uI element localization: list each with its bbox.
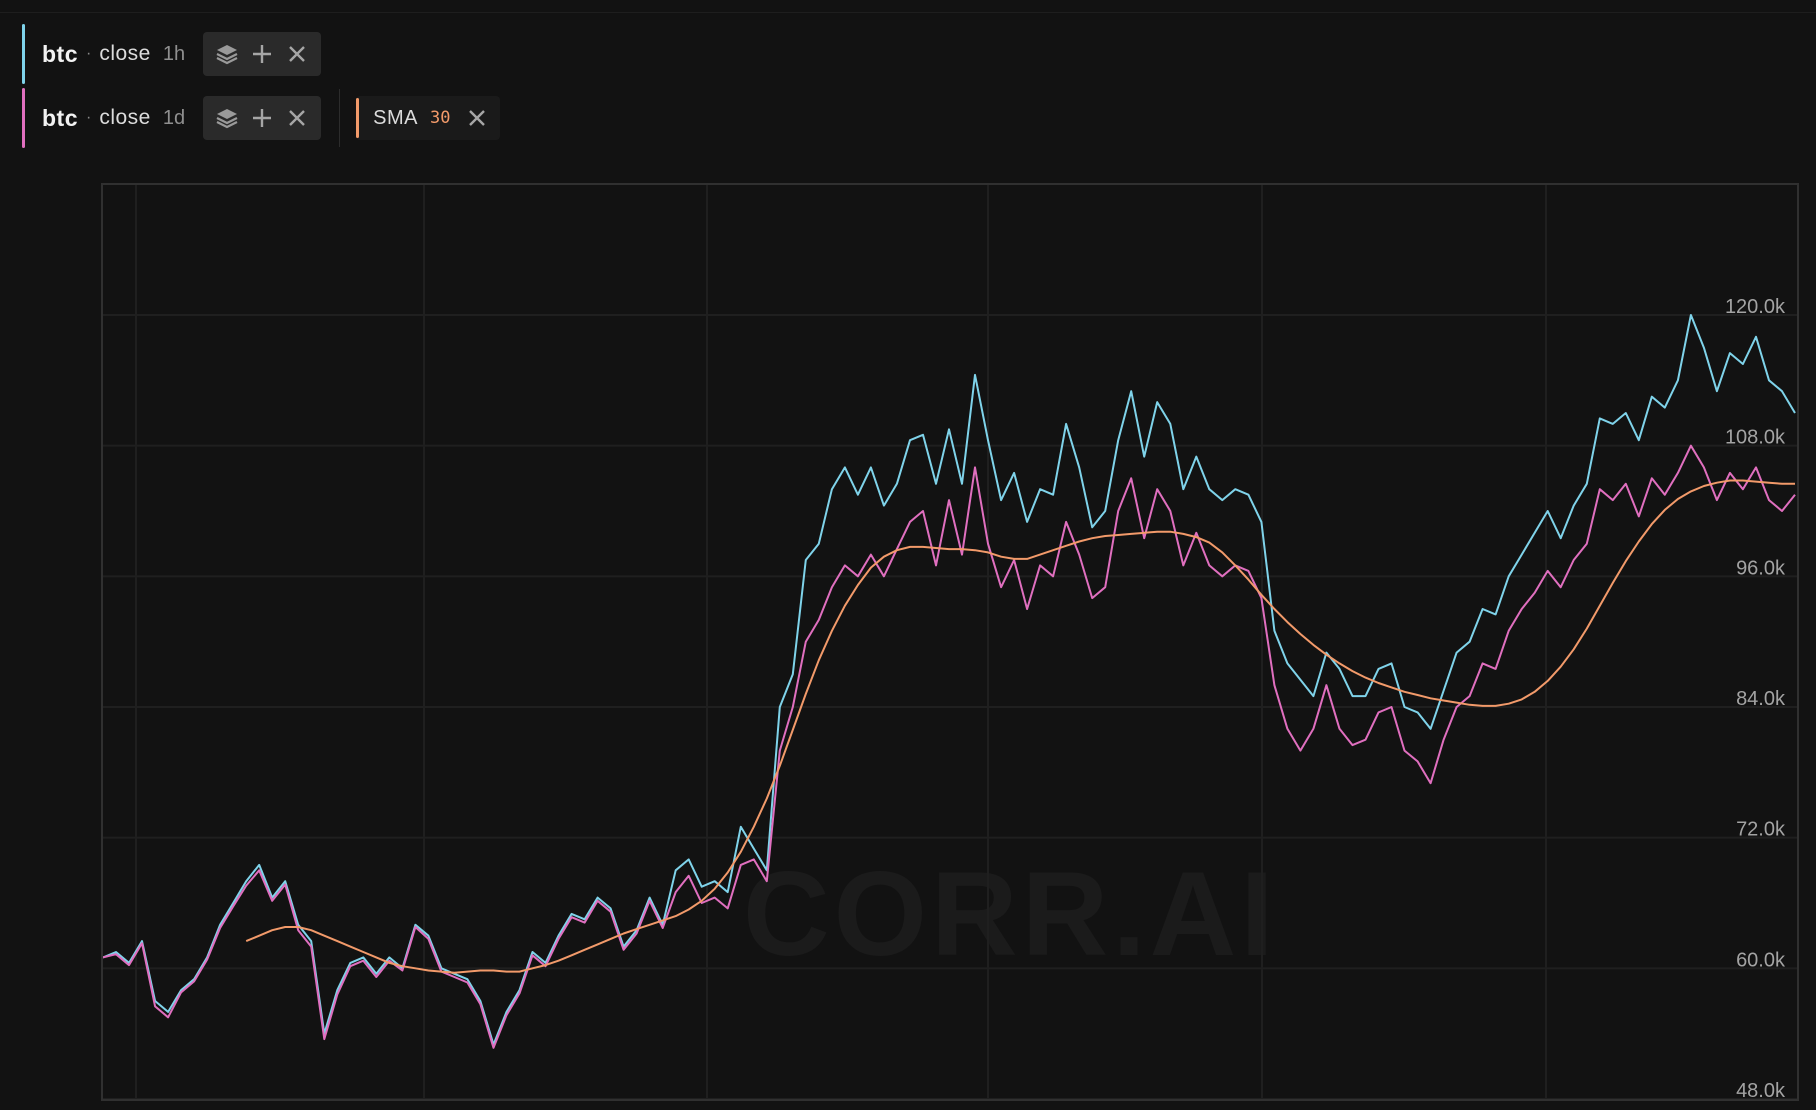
series-separator: · — [86, 45, 92, 62]
series-symbol[interactable]: btc — [42, 104, 78, 131]
y-tick-label: 108.0k — [1725, 427, 1786, 449]
y-tick-label: 48.0k — [1736, 1080, 1786, 1099]
close-icon[interactable] — [281, 102, 313, 134]
series-field[interactable]: close — [99, 106, 151, 129]
layers-icon[interactable] — [211, 102, 243, 134]
series-toolbox — [203, 96, 322, 140]
plus-icon[interactable] — [246, 102, 278, 134]
series-line-0[interactable] — [103, 314, 1796, 1046]
series-separator: · — [86, 109, 92, 126]
series-toolbox — [203, 32, 322, 76]
y-tick-label: 120.0k — [1725, 296, 1786, 318]
price-chart[interactable]: CORR.AI 120.0k 108.0k 96.0k 84.0k 72.0k 60.0k… — [101, 183, 1799, 1101]
close-icon[interactable] — [468, 109, 486, 127]
top-divider — [0, 12, 1816, 13]
series-row-btc-1h: btc · close 1h — [22, 24, 322, 84]
series-symbol[interactable]: btc — [42, 40, 78, 67]
series-interval[interactable]: 1d — [162, 106, 186, 129]
series-line-2[interactable] — [245, 479, 1795, 974]
y-tick-label: 96.0k — [1736, 557, 1786, 579]
y-tick-label: 84.0k — [1736, 688, 1786, 710]
series-field[interactable]: close — [99, 42, 151, 65]
series-line-1[interactable] — [103, 444, 1796, 1049]
close-icon[interactable] — [281, 38, 313, 70]
indicator-color-swatch — [356, 98, 360, 138]
indicator-param[interactable]: 30 — [429, 108, 451, 128]
series-color-swatch — [22, 88, 25, 148]
indicator-sma[interactable]: SMA 30 — [356, 96, 501, 140]
series-row-btc-1d: btc · close 1d SMA 30 — [22, 88, 501, 148]
chart-canvas[interactable]: 120.0k 108.0k 96.0k 84.0k 72.0k 60.0k 48.0k — [103, 185, 1797, 1099]
y-tick-label: 72.0k — [1736, 819, 1786, 841]
indicator-divider — [339, 89, 341, 147]
y-tick-label: 60.0k — [1736, 949, 1786, 971]
plus-icon[interactable] — [246, 38, 278, 70]
indicator-name: SMA — [373, 106, 418, 129]
series-color-swatch — [22, 24, 25, 84]
series-interval[interactable]: 1h — [162, 42, 186, 65]
layers-icon[interactable] — [211, 38, 243, 70]
